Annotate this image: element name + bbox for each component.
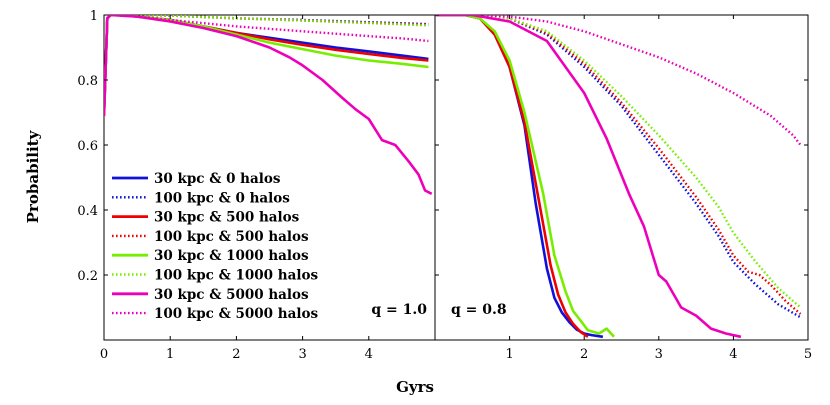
series-line-right-30-kpc-and-1000-halos xyxy=(435,15,615,338)
panel-left-label: q = 1.0 xyxy=(371,302,427,318)
x-tick-label-right: 5 xyxy=(804,347,812,362)
legend-label-100-kpc-and-5000-halos: 100 kpc & 5000 halos xyxy=(154,306,318,322)
panel-right-label: q = 0.8 xyxy=(451,302,507,318)
y-tick-label: 0.4 xyxy=(77,204,98,219)
series-line-right-100-kpc-and-5000-halos xyxy=(435,15,802,146)
y-tick-label: 0.2 xyxy=(77,269,98,284)
panel-left-series xyxy=(104,15,433,195)
legend-label-100-kpc-and-0-halos: 100 kpc & 0 halos xyxy=(154,190,290,206)
series-line-left-100-kpc-and-500-halos xyxy=(104,15,429,116)
legend-label-30-kpc-and-500-halos: 30 kpc & 500 halos xyxy=(154,210,300,226)
axis-ticks: 0 1 2 3 4 1 2 3 4 5 0.2 0.4 0.6 0.8 1 xyxy=(77,9,812,362)
series-line-left-30-kpc-and-500-halos xyxy=(104,15,429,116)
legend-label-30-kpc-and-5000-halos: 30 kpc & 5000 halos xyxy=(154,287,309,303)
series-line-right-100-kpc-and-500-halos xyxy=(435,15,802,315)
x-tick-label-right: 2 xyxy=(580,347,588,362)
series-line-right-100-kpc-and-1000-halos xyxy=(435,15,802,309)
series-line-left-100-kpc-and-0-halos xyxy=(104,15,429,116)
series-line-right-30-kpc-and-0-halos xyxy=(435,15,604,339)
x-tick-label-left: 2 xyxy=(232,347,240,362)
legend-label-100-kpc-and-1000-halos: 100 kpc & 1000 halos xyxy=(154,268,318,284)
legend: 30 kpc & 0 halos 100 kpc & 0 halos 30 kpc … xyxy=(112,171,318,322)
panel-right-series xyxy=(435,15,802,339)
legend-label-100-kpc-and-500-halos: 100 kpc & 500 halos xyxy=(154,229,309,245)
series-line-right-30-kpc-and-5000-halos xyxy=(435,15,742,339)
series-line-left-30-kpc-and-1000-halos xyxy=(104,15,429,116)
x-tick-label-left: 3 xyxy=(298,347,306,362)
x-tick-label-left: 4 xyxy=(365,347,373,362)
x-tick-label-left: 0 xyxy=(100,347,108,362)
panel-right-frame xyxy=(434,14,809,341)
y-axis-title: Probability xyxy=(24,129,42,223)
x-tick-label-left: 1 xyxy=(166,347,174,362)
y-tick-label: 0.8 xyxy=(77,74,98,89)
series-line-left-100-kpc-and-1000-halos xyxy=(104,15,429,116)
x-tick-label-right: 1 xyxy=(505,347,513,362)
series-line-left-30-kpc-and-0-halos xyxy=(104,15,429,116)
x-axis-title: Gyrs xyxy=(396,378,434,396)
x-tick-label-right: 4 xyxy=(729,347,737,362)
legend-label-30-kpc-and-0-halos: 30 kpc & 0 halos xyxy=(154,171,281,187)
legend-label-30-kpc-and-1000-halos: 30 kpc & 1000 halos xyxy=(154,248,309,264)
series-line-left-30-kpc-and-5000-halos xyxy=(104,15,433,195)
x-tick-label-right: 3 xyxy=(655,347,663,362)
series-line-left-100-kpc-and-5000-halos xyxy=(104,15,429,116)
y-tick-label: 1 xyxy=(90,9,98,24)
y-tick-label: 0.6 xyxy=(77,139,98,154)
